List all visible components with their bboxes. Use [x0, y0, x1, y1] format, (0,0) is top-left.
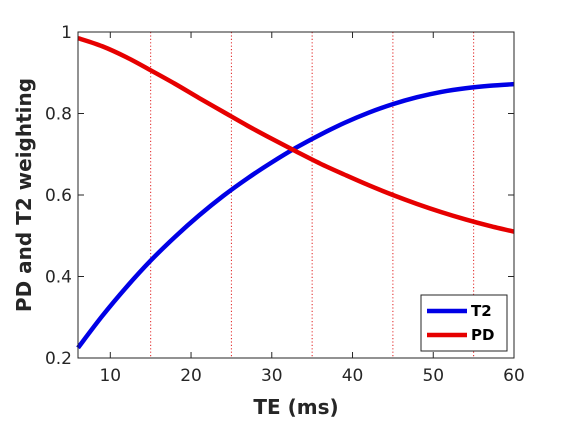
y-tick-label-1: 0.4	[45, 268, 72, 288]
x-tick-label-0: 10	[99, 366, 121, 386]
x-tick-label-5: 60	[503, 366, 525, 386]
x-axis-title: TE (ms)	[253, 395, 338, 419]
x-tick-label-3: 40	[342, 366, 364, 386]
axis-ticks: 10 20 30 40 50 60 0.2 0.4 0.6 0.8 1	[45, 23, 525, 386]
y-tick-label-2: 0.6	[45, 186, 72, 206]
series-lines	[76, 35, 515, 350]
legend: T2 PD	[420, 294, 508, 352]
y-tick-label-4: 1	[61, 23, 72, 43]
y-axis-title: PD and T2 weighting	[12, 78, 36, 312]
x-tick-label-1: 20	[180, 366, 202, 386]
y-tick-label-0: 0.2	[45, 349, 72, 369]
y-tick-label-3: 0.8	[45, 105, 72, 125]
x-tick-label-2: 30	[261, 366, 283, 386]
series-line-pd	[77, 35, 515, 234]
legend-label-pd: PD	[471, 326, 494, 344]
series-line-t2	[76, 81, 515, 350]
legend-box	[420, 294, 508, 352]
legend-label-t2: T2	[471, 302, 492, 320]
x-tick-label-4: 50	[422, 366, 444, 386]
